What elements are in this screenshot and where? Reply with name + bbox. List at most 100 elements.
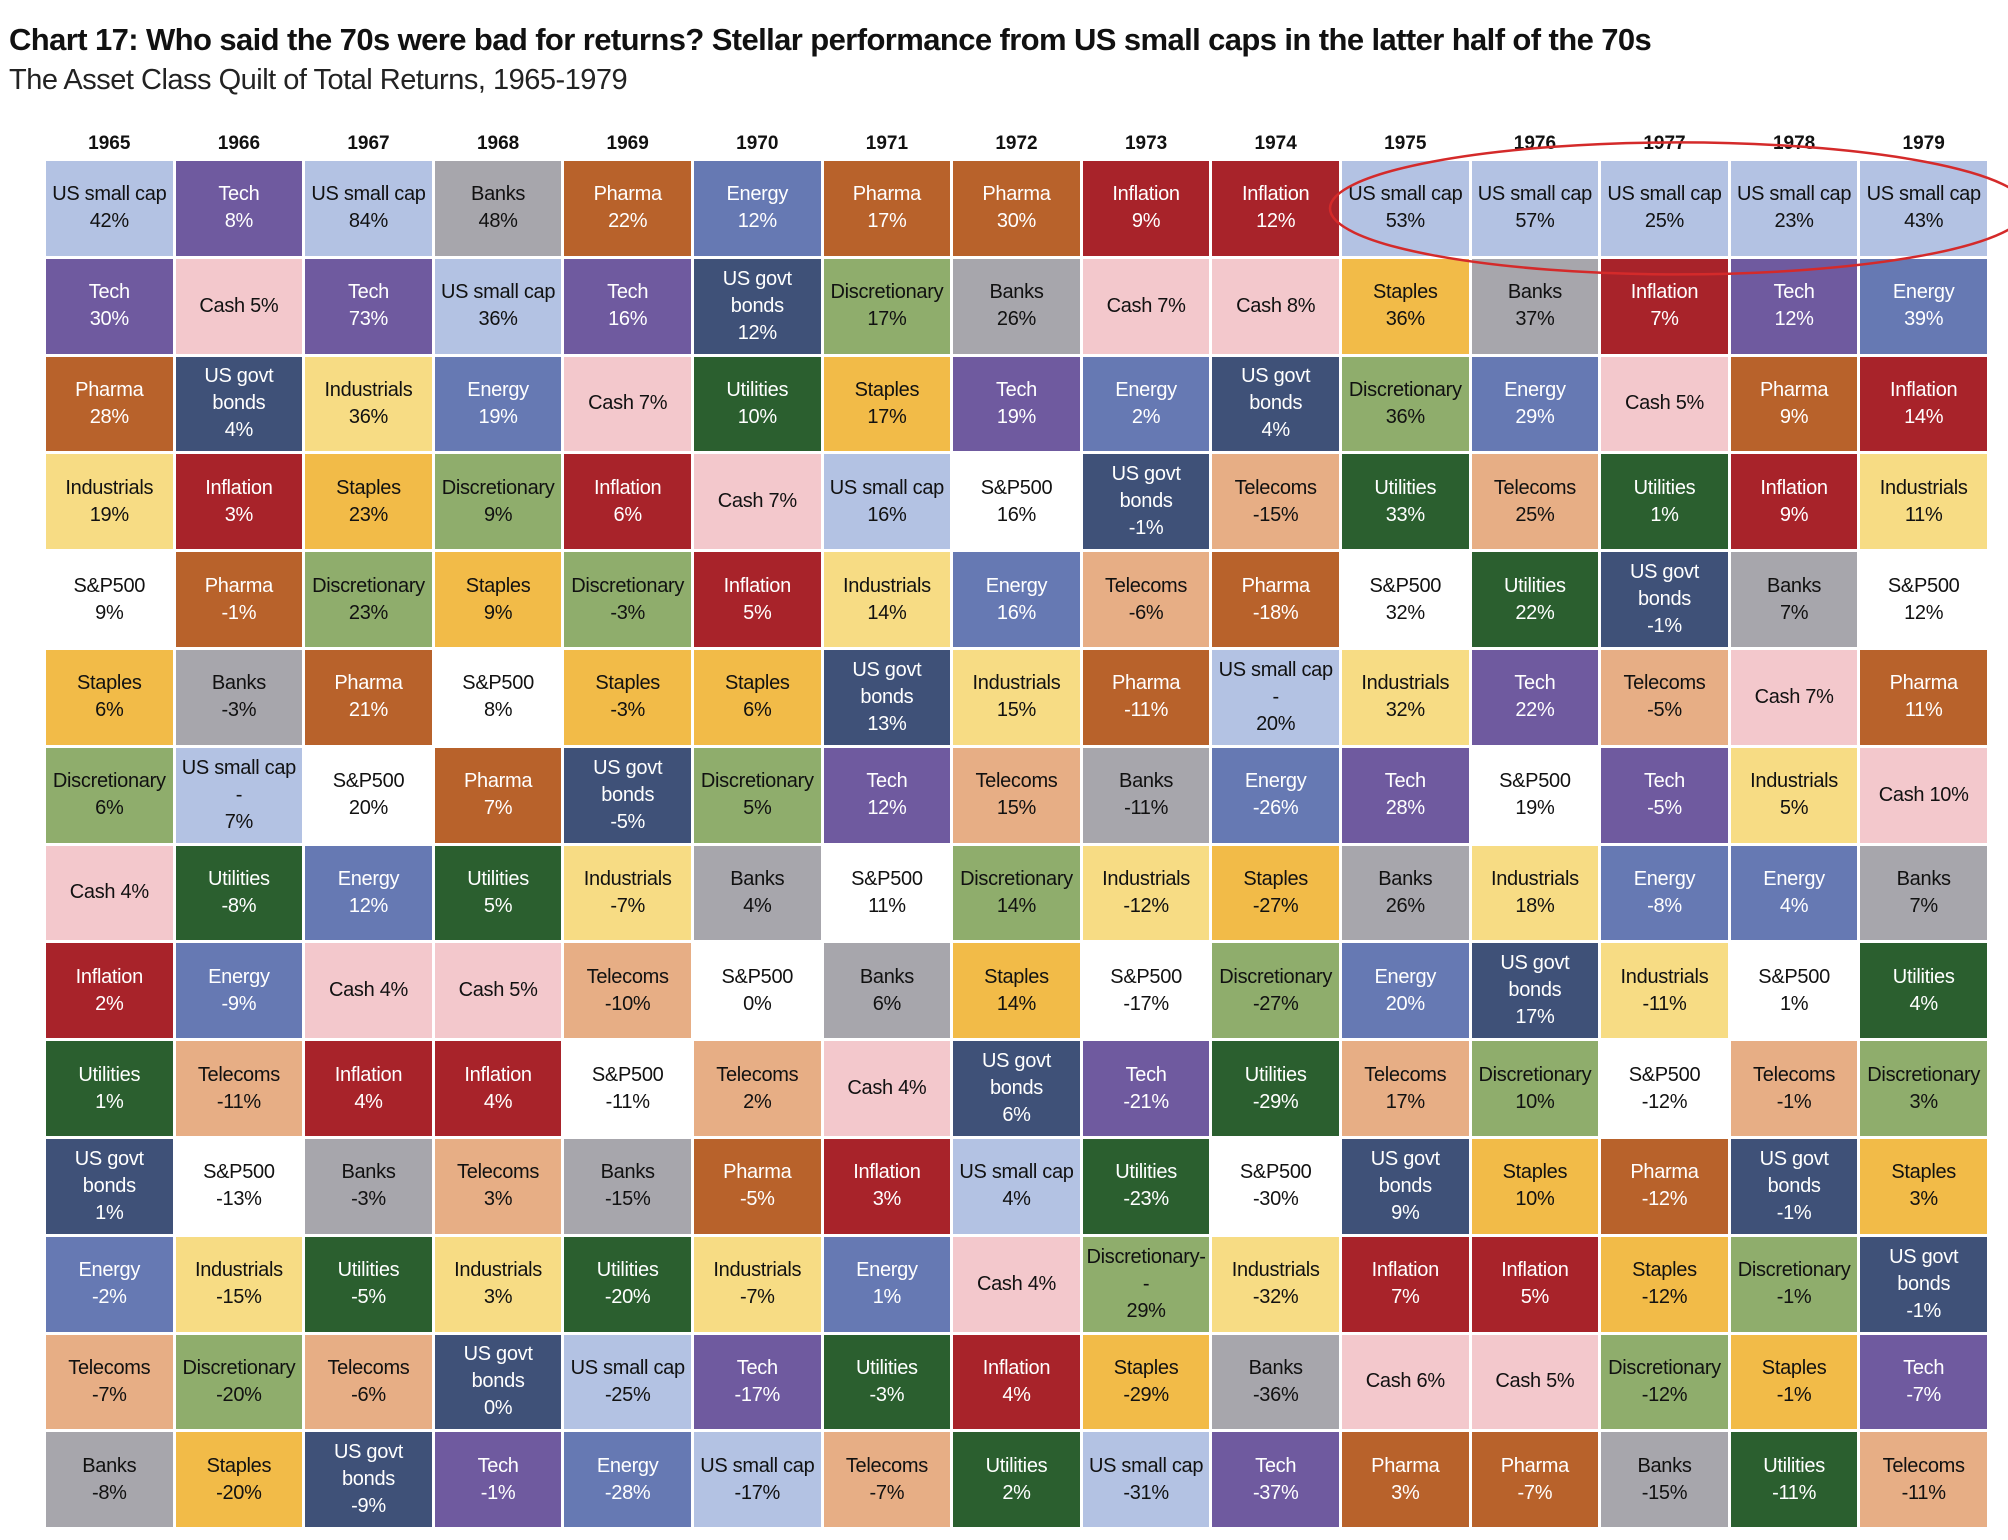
quilt-tile: Energy 19%: [434, 356, 562, 452]
quilt-tile: Tech 28%: [1342, 747, 1469, 843]
year-label-1979: 1979: [1902, 133, 1945, 154]
quilt-tile: Tech 30%: [46, 258, 173, 354]
quilt-tile: Utilities -5%: [305, 1236, 432, 1332]
quilt-tile: US small cap -25%: [564, 1334, 691, 1430]
quilt-tile: Utilities 5%: [434, 845, 562, 941]
quilt-tile: US govt bonds 6%: [953, 1041, 1080, 1136]
year-label-1971: 1971: [865, 133, 909, 154]
quilt-tile: Tech 12%: [823, 747, 951, 843]
year-label-1974: 1974: [1254, 133, 1297, 154]
quilt-tile: S&P500 -12%: [1601, 1041, 1728, 1136]
quilt-tile: Cash 7%: [1730, 650, 1858, 745]
quilt-tile: Cash 8%: [1212, 258, 1339, 354]
quilt-tile: Utilities 22%: [1471, 552, 1599, 647]
quilt-tile: US govt bonds -1%: [1730, 1139, 1858, 1234]
quilt-tile: Utilities 10%: [694, 356, 821, 452]
chart-title: Chart 17: Who said the 70s were bad for …: [9, 22, 1652, 57]
quilt-tile: Inflation 7%: [1601, 258, 1728, 354]
quilt-tile: Pharma -1%: [175, 552, 303, 647]
quilt-tile: Staples 9%: [434, 552, 562, 647]
quilt-tile: Energy 4%: [1730, 845, 1858, 941]
quilt-tile: Staples 10%: [1471, 1139, 1599, 1234]
quilt-tile: S&P500 -17%: [1082, 943, 1210, 1039]
quilt-tile: Industrials 14%: [823, 552, 951, 647]
quilt-tile: Telecoms -7%: [823, 1432, 951, 1528]
year-label-1975: 1975: [1384, 133, 1427, 154]
quilt-tile: Industrials 5%: [1730, 747, 1858, 843]
quilt-tile: Telecoms 17%: [1342, 1041, 1469, 1136]
quilt-tile: Inflation 5%: [694, 552, 821, 647]
quilt-tile: Banks 48%: [434, 161, 562, 256]
quilt-tile: Cash 7%: [694, 454, 821, 550]
quilt-tile: Discretionary-- 29%: [1082, 1236, 1210, 1332]
quilt-tile: Industrials 15%: [953, 650, 1080, 745]
year-label-1970: 1970: [736, 133, 779, 154]
quilt-tile: US small cap 57%: [1471, 161, 1599, 256]
quilt-tile: US govt bonds -9%: [305, 1432, 432, 1528]
quilt-tile: Utilities 1%: [46, 1041, 173, 1136]
quilt-tile: Pharma -11%: [1082, 650, 1210, 745]
quilt-tile: S&P500 8%: [434, 650, 562, 745]
quilt-tile: Inflation 9%: [1730, 454, 1858, 550]
quilt-tile: US govt bonds 4%: [1212, 356, 1339, 452]
quilt-tile: US govt bonds 13%: [823, 650, 951, 745]
quilt-tile: Energy 29%: [1471, 356, 1599, 452]
quilt-tile: Pharma 3%: [1342, 1432, 1469, 1528]
quilt-tile: Cash 6%: [1342, 1334, 1469, 1430]
year-label-1966: 1966: [217, 133, 261, 154]
quilt-tile: Telecoms -7%: [46, 1334, 173, 1430]
quilt-tile: US small cap 84%: [305, 161, 432, 256]
quilt-tile: US small cap -17%: [694, 1432, 821, 1528]
quilt-tile: Pharma 17%: [823, 161, 951, 256]
quilt-tile: Inflation 9%: [1082, 161, 1210, 256]
quilt-tile: Tech 73%: [305, 258, 432, 354]
quilt-tile: Industrials -15%: [175, 1236, 303, 1332]
quilt-tile: Energy 2%: [1082, 356, 1210, 452]
quilt-tile: Telecoms 15%: [953, 747, 1080, 843]
quilt-tile: Discretionary 6%: [46, 747, 173, 843]
quilt-tile: US govt bonds 9%: [1342, 1139, 1469, 1234]
quilt-tile: Inflation 2%: [46, 943, 173, 1039]
quilt-tile: Staples -20%: [175, 1432, 303, 1528]
quilt-tile: Staples -3%: [564, 650, 691, 745]
quilt-tile: Industrials 11%: [1860, 454, 1987, 550]
quilt-tile: US small cap 25%: [1601, 161, 1728, 256]
year-label-1965: 1965: [88, 133, 131, 154]
quilt-tile: Industrials -7%: [564, 845, 691, 941]
quilt-tile: Banks 4%: [694, 845, 821, 941]
quilt-tile: Discretionary -12%: [1601, 1334, 1728, 1430]
quilt-tile: Banks -8%: [46, 1432, 173, 1528]
quilt-tile: Industrials 32%: [1342, 650, 1469, 745]
quilt-tile: Telecoms -11%: [1860, 1432, 1987, 1528]
quilt-tile: Telecoms 2%: [694, 1041, 821, 1136]
year-label-1967: 1967: [347, 133, 390, 154]
quilt-tile: Banks 6%: [823, 943, 951, 1039]
quilt-tile: Banks -15%: [1601, 1432, 1728, 1528]
quilt-tile: US govt bonds -1%: [1082, 454, 1210, 550]
quilt-tile: US govt bonds -1%: [1601, 552, 1728, 647]
quilt-tile: Energy 16%: [953, 552, 1080, 647]
quilt-tile: Banks 26%: [1342, 845, 1469, 941]
year-label-1969: 1969: [606, 133, 649, 154]
quilt-tile: US small cap 43%: [1860, 161, 1987, 256]
quilt-tile: Inflation 3%: [823, 1139, 951, 1234]
quilt-tile: Utilities -11%: [1730, 1432, 1858, 1528]
quilt-tile: Industrials -32%: [1212, 1236, 1339, 1332]
quilt-tile: Energy -9%: [175, 943, 303, 1039]
quilt-tile: Pharma 28%: [46, 356, 173, 452]
quilt-tile: Energy -26%: [1212, 747, 1339, 843]
quilt-tile: Staples 23%: [305, 454, 432, 550]
year-label-1976: 1976: [1513, 133, 1557, 154]
quilt-tile: Telecoms -1%: [1730, 1041, 1858, 1136]
quilt-tile: Utilities -20%: [564, 1236, 691, 1332]
quilt-tile: Telecoms -6%: [1082, 552, 1210, 647]
year-label-1977: 1977: [1643, 133, 1686, 154]
quilt-tile: Industrials 18%: [1471, 845, 1599, 941]
quilt-tile: Energy 12%: [694, 161, 821, 256]
quilt-tile: Inflation 4%: [305, 1041, 432, 1136]
quilt-tile: US govt bonds 12%: [694, 258, 821, 354]
quilt-tile: Tech -5%: [1601, 747, 1728, 843]
quilt-tile: Telecoms -15%: [1212, 454, 1339, 550]
quilt-tile: Cash 4%: [953, 1236, 1080, 1332]
